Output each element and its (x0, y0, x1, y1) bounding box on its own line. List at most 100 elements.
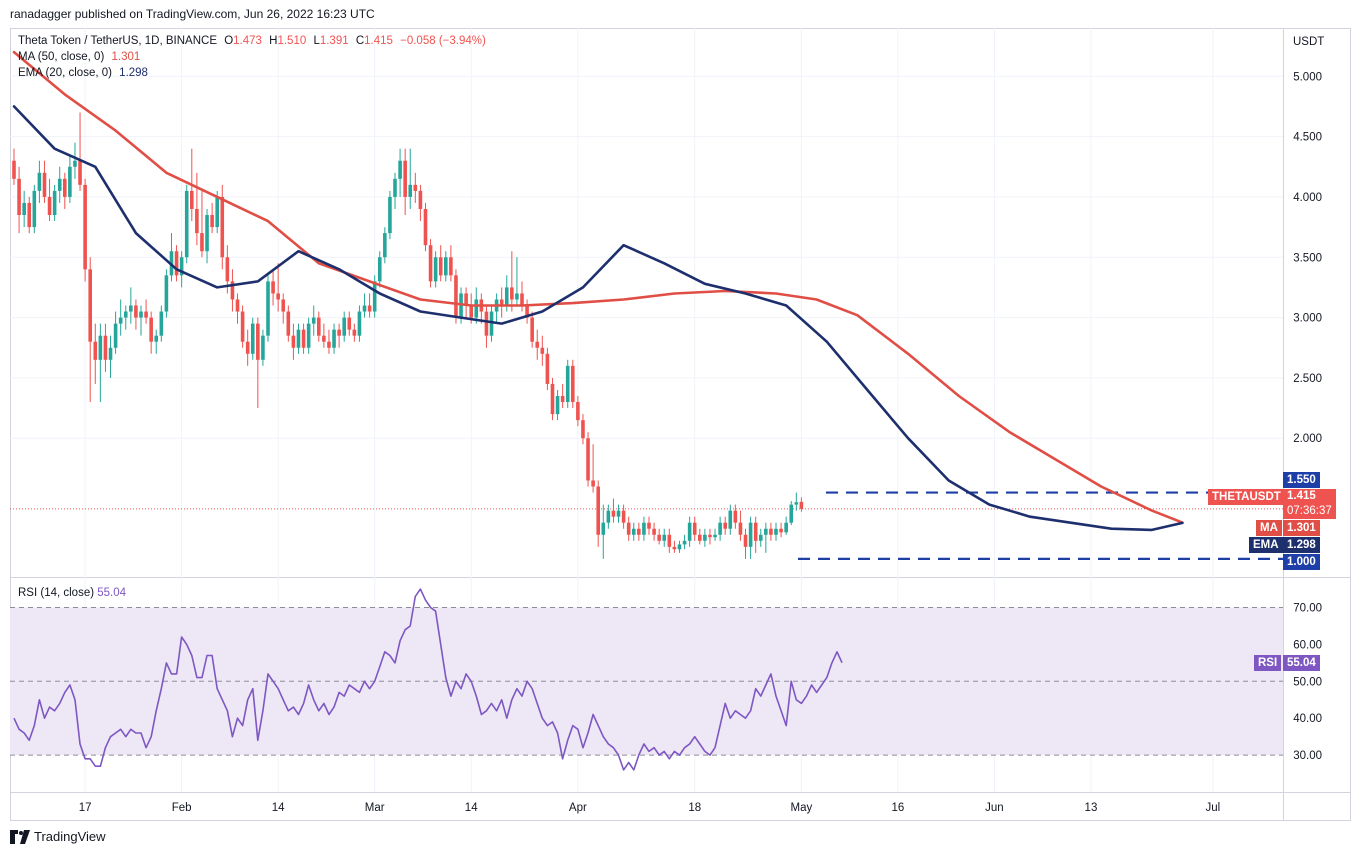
candle-body (423, 208, 428, 246)
candle-body (63, 178, 67, 197)
candle-body (535, 341, 540, 348)
candle-body (291, 335, 296, 348)
candle-body (134, 305, 138, 318)
rsi-tick-label: 40.00 (1293, 713, 1322, 725)
candle-body (743, 534, 748, 547)
candle-body (388, 196, 392, 234)
legend-high: 1.510 (277, 35, 307, 47)
candle-body (621, 510, 626, 523)
candle-body (78, 160, 82, 185)
candle-body (159, 311, 164, 336)
candle-body (499, 299, 504, 306)
candle-body (118, 317, 123, 324)
candle-body (642, 522, 646, 535)
legend-ema-value: 1.298 (119, 67, 148, 79)
candle-body (631, 528, 636, 535)
candle-body (68, 166, 72, 197)
time-tick-label: Jun (985, 802, 1004, 814)
candle-body (565, 365, 570, 403)
legend-ema-label: EMA (20, close, 0) (18, 67, 112, 79)
candle-body (677, 544, 682, 550)
candle-body (438, 257, 443, 276)
price-tick-label: 3.000 (1293, 313, 1322, 325)
support-tag: 1.000 (1283, 554, 1320, 570)
candle-body (184, 190, 189, 258)
candle-body (296, 329, 301, 348)
candle-body (515, 293, 519, 300)
candle-body (357, 311, 362, 336)
candle-body (322, 335, 326, 342)
candle-body (103, 335, 108, 360)
candle-body (444, 257, 448, 276)
candle-body (657, 534, 661, 541)
candle-body (271, 281, 275, 294)
tradingview-logo-icon (10, 829, 30, 844)
candle-body (256, 323, 260, 360)
candle-body (230, 281, 235, 300)
ma50-line (12, 50, 1184, 524)
time-tick-label: Mar (365, 802, 385, 814)
time-tick-label: 14 (272, 802, 285, 814)
legend-low: 1.391 (319, 35, 349, 47)
candle-body (789, 504, 794, 523)
candle-body (174, 251, 179, 276)
legend-ma-value: 1.301 (111, 51, 141, 63)
resistance-tag: 1.550 (1283, 472, 1320, 488)
candle-body (367, 305, 372, 312)
candle-body (794, 502, 799, 505)
candle-body (37, 172, 42, 191)
legend-open: 1.473 (233, 35, 262, 47)
candle-body (616, 510, 621, 517)
candle-body (17, 178, 21, 216)
candle-body (311, 317, 316, 324)
price-tag-value: 1.415 (1287, 490, 1316, 502)
candle-body (779, 528, 783, 533)
legend-close: 1.415 (364, 35, 393, 47)
rsi-tick-label: 30.00 (1293, 750, 1322, 762)
candle-body (769, 528, 773, 535)
candle-body (510, 287, 514, 300)
candle-body (139, 311, 143, 318)
candle-body (22, 202, 26, 216)
time-tick-label: Feb (172, 802, 192, 814)
candle-body (408, 184, 413, 197)
candle-body (301, 329, 306, 348)
chart-frame (10, 28, 1351, 821)
legend-rsi-label: RSI (14, close) (18, 587, 95, 599)
candle-body (748, 522, 753, 547)
candle-body (469, 305, 473, 318)
candle-body (327, 341, 331, 348)
rsi-tag-value: 55.04 (1283, 655, 1320, 671)
candle-body (149, 317, 153, 342)
candle-body (504, 287, 509, 306)
candle-body (47, 196, 52, 216)
symbol-tag: THETAUSDT (1208, 489, 1285, 505)
candle-body (591, 480, 595, 487)
candle-body (98, 335, 103, 360)
candle-body (123, 311, 128, 318)
candle-body (210, 215, 214, 228)
candle-body (764, 528, 768, 535)
candle-body (606, 510, 611, 523)
candle-body (306, 323, 311, 348)
candle-body (93, 341, 98, 360)
candle-body (784, 522, 788, 533)
price-tick-label: 2.000 (1293, 433, 1322, 445)
candle-body (738, 522, 743, 535)
candle-body (530, 317, 534, 342)
ma-tag-label: MA (1256, 520, 1282, 536)
candle-body (647, 522, 651, 529)
candle-body (728, 510, 733, 529)
candle-body (383, 233, 387, 258)
candle-body (652, 528, 656, 535)
legend-high-label: H (269, 35, 278, 47)
candle-body (667, 534, 672, 547)
candle-body (225, 257, 230, 282)
candle-body (413, 184, 418, 191)
price-tick-label: 5.000 (1293, 71, 1322, 83)
candle-body (484, 311, 489, 336)
candle-body (682, 540, 687, 545)
candle-body (525, 305, 529, 318)
candle-body (129, 305, 133, 312)
